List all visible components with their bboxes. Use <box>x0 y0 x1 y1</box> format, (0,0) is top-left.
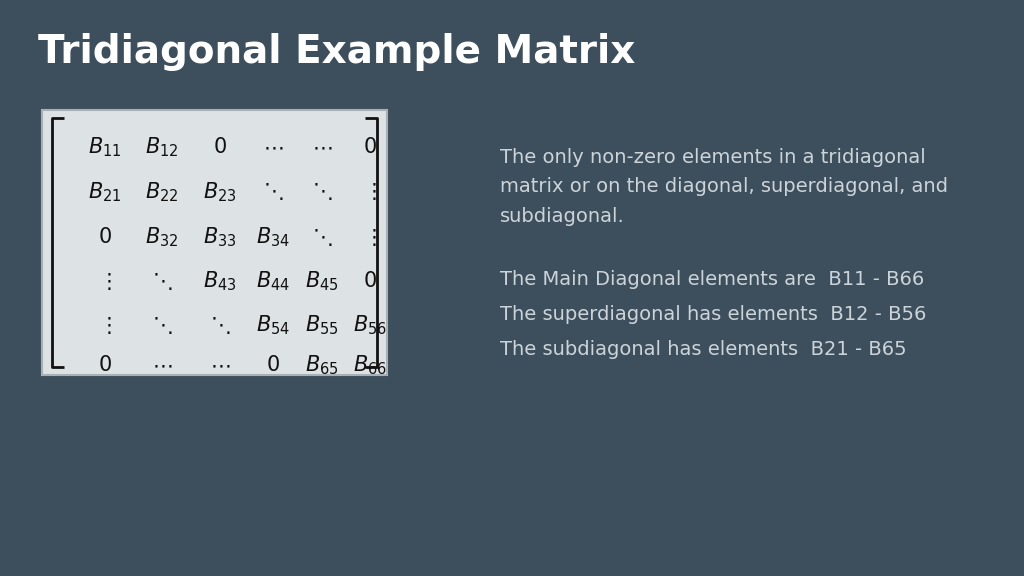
Text: $\cdots$: $\cdots$ <box>311 137 332 157</box>
Text: $0$: $0$ <box>364 137 377 157</box>
Text: $\cdots$: $\cdots$ <box>152 355 172 375</box>
Text: $\ddots$: $\ddots$ <box>152 271 172 291</box>
Text: $B_{11}$: $B_{11}$ <box>88 135 122 159</box>
Text: The only non-zero elements in a tridiagonal
matrix or on the diagonal, superdiag: The only non-zero elements in a tridiago… <box>500 148 948 226</box>
Text: $\ddots$: $\ddots$ <box>152 314 172 335</box>
Text: $B_{66}$: $B_{66}$ <box>353 353 387 377</box>
Text: $0$: $0$ <box>213 137 227 157</box>
Text: $\vdots$: $\vdots$ <box>364 181 377 203</box>
Text: $\cdots$: $\cdots$ <box>263 137 284 157</box>
Text: $\vdots$: $\vdots$ <box>98 314 112 335</box>
Text: $B_{56}$: $B_{56}$ <box>353 313 387 337</box>
Text: $B_{21}$: $B_{21}$ <box>88 180 122 204</box>
Text: $\vdots$: $\vdots$ <box>364 226 377 248</box>
Text: $B_{22}$: $B_{22}$ <box>145 180 179 204</box>
Text: $B_{12}$: $B_{12}$ <box>145 135 179 159</box>
Text: The superdiagonal has elements  B12 - B56: The superdiagonal has elements B12 - B56 <box>500 305 927 324</box>
Text: $\ddots$: $\ddots$ <box>311 226 332 248</box>
Text: $B_{55}$: $B_{55}$ <box>305 313 339 337</box>
Text: $B_{45}$: $B_{45}$ <box>305 269 339 293</box>
Text: $\ddots$: $\ddots$ <box>263 181 284 203</box>
Text: $\ddots$: $\ddots$ <box>210 314 230 335</box>
Text: $\vdots$: $\vdots$ <box>98 271 112 291</box>
Text: $\cdots$: $\cdots$ <box>210 355 230 375</box>
Text: The subdiagonal has elements  B21 - B65: The subdiagonal has elements B21 - B65 <box>500 340 906 359</box>
Bar <box>42 110 387 375</box>
Text: $B_{23}$: $B_{23}$ <box>203 180 237 204</box>
Text: $B_{32}$: $B_{32}$ <box>145 225 179 249</box>
Text: $B_{44}$: $B_{44}$ <box>256 269 290 293</box>
Text: $0$: $0$ <box>364 271 377 291</box>
Text: The Main Diagonal elements are  B11 - B66: The Main Diagonal elements are B11 - B66 <box>500 270 925 289</box>
Text: $0$: $0$ <box>98 227 112 247</box>
Text: $B_{65}$: $B_{65}$ <box>305 353 339 377</box>
Text: $0$: $0$ <box>98 355 112 375</box>
Text: $B_{34}$: $B_{34}$ <box>256 225 290 249</box>
Text: Tridiagonal Example Matrix: Tridiagonal Example Matrix <box>38 33 635 71</box>
Text: $B_{43}$: $B_{43}$ <box>203 269 237 293</box>
Text: $B_{54}$: $B_{54}$ <box>256 313 290 337</box>
Text: $\ddots$: $\ddots$ <box>311 181 332 203</box>
Text: $0$: $0$ <box>266 355 280 375</box>
Text: $B_{33}$: $B_{33}$ <box>203 225 237 249</box>
